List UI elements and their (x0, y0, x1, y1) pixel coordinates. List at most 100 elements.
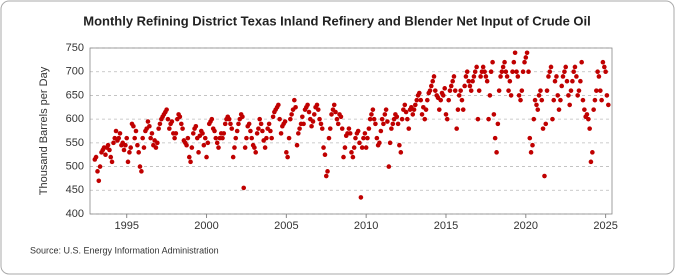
data-point (200, 131, 205, 136)
data-point (216, 145, 221, 150)
data-point (564, 78, 570, 84)
data-point (382, 112, 388, 117)
data-point (378, 128, 384, 134)
data-point (459, 97, 465, 103)
data-point (518, 97, 523, 103)
data-point (536, 93, 542, 98)
data-point (339, 126, 345, 131)
data-point (442, 86, 448, 91)
data-point (204, 154, 209, 160)
data-point (385, 119, 390, 124)
data-point (550, 116, 555, 122)
data-point (546, 74, 551, 79)
data-point (430, 78, 436, 84)
data-point (342, 145, 348, 150)
data-point (214, 140, 220, 146)
data-point (552, 78, 558, 84)
data-point (468, 88, 474, 93)
data-point (107, 147, 112, 153)
data-point (397, 142, 402, 148)
data-point (570, 78, 575, 84)
data-point (246, 121, 252, 127)
data-point (341, 154, 346, 160)
data-point (373, 121, 378, 127)
data-point (467, 83, 473, 89)
data-point (522, 59, 527, 65)
data-point (253, 150, 258, 155)
data-point (551, 97, 557, 103)
data-point (188, 159, 193, 165)
data-point (484, 78, 490, 84)
data-point (229, 126, 235, 131)
data-point (566, 93, 571, 98)
data-point (371, 116, 377, 122)
data-point (318, 121, 324, 127)
data-point (562, 69, 567, 75)
data-point (132, 135, 137, 141)
data-point (121, 147, 127, 153)
data-point (288, 116, 293, 122)
data-point (472, 69, 478, 75)
data-point (148, 135, 153, 141)
y-tick-label: 600 (66, 113, 84, 125)
data-point (500, 64, 506, 70)
data-point (511, 59, 517, 65)
data-point (292, 97, 297, 103)
data-point (127, 150, 132, 155)
data-point (95, 169, 100, 174)
data-point (186, 154, 192, 160)
data-point (212, 128, 217, 134)
data-point (377, 140, 382, 146)
data-point (587, 126, 592, 131)
x-tick-label: 2010 (354, 220, 378, 232)
data-point (410, 112, 416, 117)
data-point (543, 121, 549, 127)
data-point (514, 69, 519, 75)
data-point (139, 169, 144, 174)
data-point (531, 116, 537, 122)
data-point (297, 126, 302, 131)
data-point (558, 97, 563, 103)
data-point (329, 112, 334, 117)
data-point (496, 88, 502, 93)
data-point (532, 97, 538, 103)
data-point (145, 119, 151, 124)
data-point (454, 126, 459, 131)
data-point (135, 142, 140, 148)
data-point (572, 64, 578, 70)
data-point (262, 145, 268, 150)
y-tick-label: 450 (66, 184, 84, 196)
data-point (116, 135, 122, 141)
data-point (149, 131, 155, 136)
data-point (520, 69, 526, 75)
data-point (359, 145, 365, 150)
data-point (591, 107, 596, 112)
data-point (582, 107, 587, 112)
data-point (452, 88, 458, 93)
data-point (365, 135, 370, 141)
data-point (428, 83, 434, 89)
data-point (93, 154, 99, 160)
data-point (584, 112, 590, 117)
data-point (542, 173, 547, 179)
data-point (387, 140, 393, 146)
x-tick-label: 2000 (194, 220, 218, 232)
data-point (486, 116, 491, 122)
data-point (226, 116, 232, 122)
data-point (419, 112, 425, 117)
data-point (353, 135, 358, 141)
data-point (252, 145, 257, 150)
data-point (588, 159, 594, 165)
data-point (185, 135, 191, 141)
data-point (463, 74, 469, 79)
data-point (370, 107, 376, 112)
data-point (285, 154, 290, 160)
data-point (153, 145, 159, 150)
data-point (322, 152, 328, 158)
data-point (471, 74, 477, 79)
data-point (335, 121, 341, 127)
data-point (599, 97, 604, 103)
data-point (254, 131, 260, 136)
data-point (362, 131, 368, 136)
data-point (196, 150, 201, 155)
